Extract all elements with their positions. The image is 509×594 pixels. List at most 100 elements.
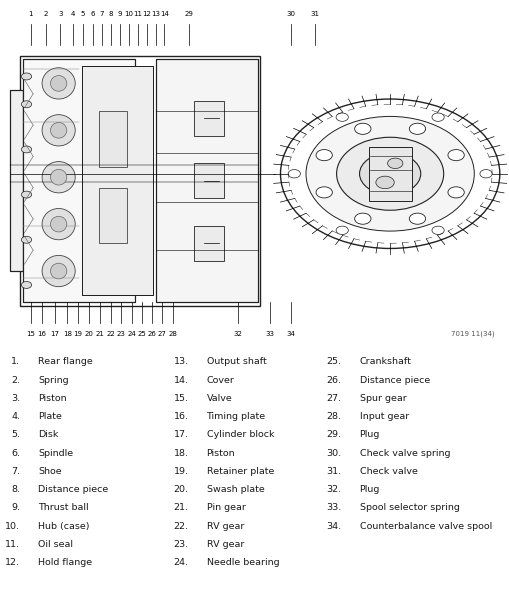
Circle shape <box>387 158 402 169</box>
Bar <box>193 101 224 135</box>
Circle shape <box>336 137 443 210</box>
Text: 9: 9 <box>118 11 122 17</box>
Text: Piston: Piston <box>206 448 235 457</box>
Text: Plate: Plate <box>38 412 62 421</box>
Text: 10.: 10. <box>6 522 20 530</box>
Ellipse shape <box>50 75 67 91</box>
Text: RV gear: RV gear <box>206 522 243 530</box>
Text: Valve: Valve <box>206 394 232 403</box>
Circle shape <box>373 163 406 185</box>
Text: Swash plate: Swash plate <box>206 485 264 494</box>
Text: Counterbalance valve spool: Counterbalance valve spool <box>359 522 491 530</box>
Text: Timing plate: Timing plate <box>206 412 265 421</box>
Bar <box>155 59 257 302</box>
Text: Plug: Plug <box>359 430 379 440</box>
Text: RV gear: RV gear <box>206 540 243 549</box>
Text: 10: 10 <box>124 11 133 17</box>
Text: 20.: 20. <box>174 485 188 494</box>
Text: 14: 14 <box>159 11 168 17</box>
Text: 22.: 22. <box>174 522 188 530</box>
Text: 18: 18 <box>63 331 72 337</box>
Ellipse shape <box>42 208 75 240</box>
Ellipse shape <box>50 263 67 279</box>
Bar <box>193 226 224 261</box>
Circle shape <box>354 123 370 134</box>
Text: Hold flange: Hold flange <box>38 558 92 567</box>
Text: 19.: 19. <box>174 467 188 476</box>
Text: 33.: 33. <box>326 503 341 512</box>
Text: 23.: 23. <box>173 540 188 549</box>
Text: 4.: 4. <box>11 412 20 421</box>
Text: Spring: Spring <box>38 375 69 384</box>
Text: Spur gear: Spur gear <box>359 394 406 403</box>
Text: 26: 26 <box>147 331 156 337</box>
Text: 30: 30 <box>286 11 295 17</box>
Text: Oil seal: Oil seal <box>38 540 73 549</box>
Text: Piston: Piston <box>38 394 67 403</box>
Bar <box>99 188 127 244</box>
Circle shape <box>375 176 393 189</box>
Text: 29.: 29. <box>326 430 341 440</box>
Text: 8: 8 <box>109 11 113 17</box>
Text: 1: 1 <box>29 11 33 17</box>
Bar <box>155 59 257 302</box>
Text: 34: 34 <box>286 331 295 337</box>
Circle shape <box>21 146 32 153</box>
Bar <box>23 59 135 302</box>
Text: 5: 5 <box>81 11 85 17</box>
Ellipse shape <box>42 115 75 146</box>
Bar <box>99 111 127 167</box>
Circle shape <box>431 113 443 121</box>
Text: 32: 32 <box>233 331 242 337</box>
Text: 8.: 8. <box>11 485 20 494</box>
Text: 2.: 2. <box>11 375 20 384</box>
Bar <box>23 59 135 302</box>
Circle shape <box>431 226 443 235</box>
Text: 16.: 16. <box>174 412 188 421</box>
Text: 32.: 32. <box>326 485 341 494</box>
Text: 7: 7 <box>100 11 104 17</box>
Circle shape <box>288 169 300 178</box>
Text: Spindle: Spindle <box>38 448 73 457</box>
Text: 20: 20 <box>84 331 93 337</box>
Text: Thrust ball: Thrust ball <box>38 503 89 512</box>
Text: Shoe: Shoe <box>38 467 62 476</box>
Text: 16: 16 <box>37 331 46 337</box>
Bar <box>81 66 153 295</box>
Text: 18.: 18. <box>174 448 188 457</box>
Text: 31.: 31. <box>326 467 341 476</box>
Text: 9.: 9. <box>11 503 20 512</box>
Text: Input gear: Input gear <box>359 412 408 421</box>
Text: 24.: 24. <box>174 558 188 567</box>
Circle shape <box>21 282 32 289</box>
Ellipse shape <box>42 162 75 193</box>
Ellipse shape <box>50 169 67 185</box>
Circle shape <box>21 73 32 80</box>
Text: Needle bearing: Needle bearing <box>206 558 278 567</box>
Text: 25: 25 <box>137 331 146 337</box>
Text: 24: 24 <box>127 331 136 337</box>
Text: 17: 17 <box>50 331 60 337</box>
Text: 6: 6 <box>91 11 95 17</box>
Bar <box>81 66 153 295</box>
Text: Plug: Plug <box>359 485 379 494</box>
Text: 25.: 25. <box>326 358 341 366</box>
Ellipse shape <box>50 216 67 232</box>
Circle shape <box>335 226 348 235</box>
Text: 15.: 15. <box>174 394 188 403</box>
Text: 22: 22 <box>106 331 116 337</box>
Text: 5.: 5. <box>11 430 20 440</box>
Bar <box>193 163 224 198</box>
Text: Spool selector spring: Spool selector spring <box>359 503 459 512</box>
Text: 21.: 21. <box>174 503 188 512</box>
Text: 4: 4 <box>71 11 75 17</box>
Text: 21: 21 <box>95 331 104 337</box>
Text: Output shaft: Output shaft <box>206 358 266 366</box>
Bar <box>20 56 260 306</box>
Text: 11.: 11. <box>6 540 20 549</box>
Text: 27.: 27. <box>326 394 341 403</box>
Text: 33: 33 <box>265 331 274 337</box>
Circle shape <box>354 213 370 225</box>
Bar <box>10 90 23 271</box>
Text: 26.: 26. <box>326 375 341 384</box>
